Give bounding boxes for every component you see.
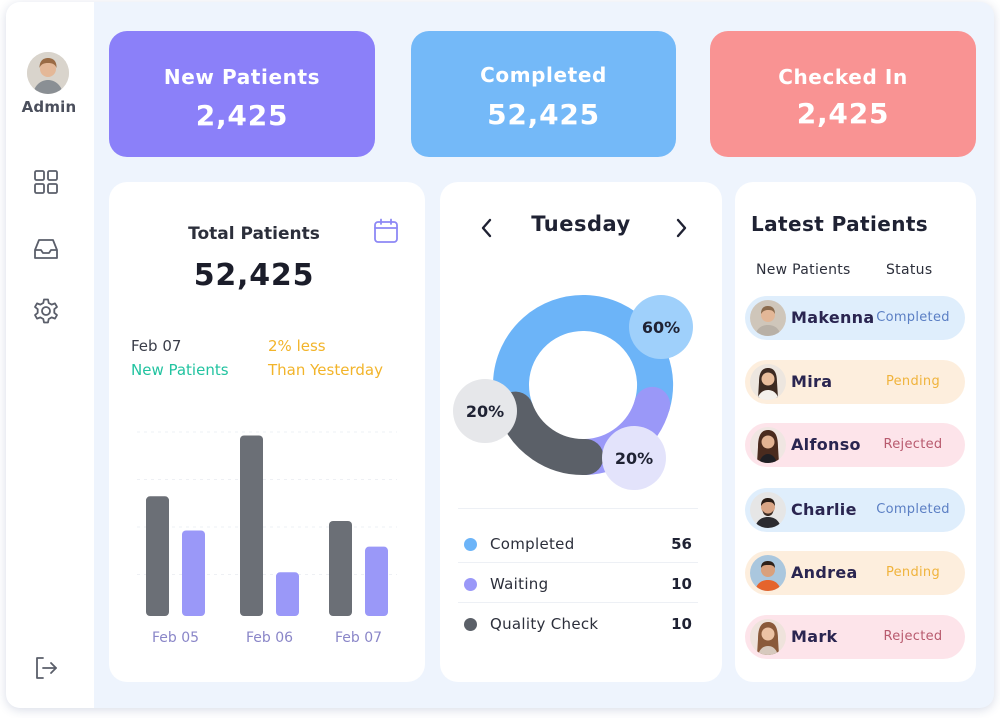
percent-label: 20% xyxy=(466,402,504,421)
settings-gear-icon[interactable] xyxy=(32,297,60,325)
divider xyxy=(458,602,698,603)
legend-label: Waiting xyxy=(490,575,549,593)
chevron-right-icon[interactable] xyxy=(670,216,692,240)
percent-label: 60% xyxy=(642,318,680,337)
stat-title: Checked In xyxy=(778,65,908,89)
patient-name: Alfonso xyxy=(791,435,861,454)
percent-label: 20% xyxy=(615,449,653,468)
sidebar: Admin xyxy=(6,2,94,708)
patient-row-makenna[interactable]: Makenna Completed xyxy=(745,296,965,340)
stat-title: Completed xyxy=(480,63,607,87)
stat-value: 2,425 xyxy=(195,99,289,132)
logout-icon[interactable] xyxy=(32,654,60,682)
stat-value: 52,425 xyxy=(487,98,600,131)
x-tick-label: Feb 06 xyxy=(246,630,293,646)
bar[interactable] xyxy=(276,572,299,616)
x-tick-label: Feb 07 xyxy=(335,630,382,646)
bar[interactable] xyxy=(182,530,205,617)
patient-row-mark[interactable]: Mark Rejected xyxy=(745,615,965,659)
patient-avatar xyxy=(750,619,786,655)
latest-patients-title: Latest Patients xyxy=(751,212,929,236)
patient-row-alfonso[interactable]: Alfonso Rejected xyxy=(745,423,965,467)
legend-dot xyxy=(464,618,477,631)
donut-segment[interactable] xyxy=(493,295,673,475)
legend-label: Completed xyxy=(490,535,575,553)
divider xyxy=(458,508,698,509)
admin-avatar[interactable] xyxy=(27,52,69,94)
legend-dot xyxy=(464,578,477,591)
donut-segment[interactable] xyxy=(493,295,673,475)
admin-label: Admin xyxy=(21,98,77,116)
status-donut-chart: 60% 20% 20% xyxy=(453,295,693,490)
daily-status-panel: Tuesday 60% 20% 20% Completed 56 Waiting 1… xyxy=(440,182,722,682)
legend-value: 10 xyxy=(671,575,692,593)
legend-value: 56 xyxy=(671,535,692,553)
patient-status: Completed xyxy=(876,310,950,325)
calendar-icon[interactable] xyxy=(372,217,400,245)
patient-avatar xyxy=(750,427,786,463)
summary-change: 2% less xyxy=(268,337,326,355)
patient-name: Mira xyxy=(791,372,833,391)
patient-name: Andrea xyxy=(791,563,858,582)
legend-completed: Completed 56 xyxy=(464,526,692,564)
patient-row-andrea[interactable]: Andrea Pending xyxy=(745,551,965,595)
latest-patients-panel: Latest Patients New Patients Status Make… xyxy=(735,182,976,682)
patient-avatar xyxy=(750,492,786,528)
chevron-left-icon[interactable] xyxy=(476,216,498,240)
bar[interactable] xyxy=(365,546,388,616)
legend-label: Quality Check xyxy=(490,615,599,633)
total-patients-value: 52,425 xyxy=(193,258,315,293)
column-header-patients: New Patients xyxy=(756,262,851,278)
patient-status: Pending xyxy=(885,374,941,389)
patient-status: Rejected xyxy=(883,437,943,452)
bar[interactable] xyxy=(146,496,169,616)
patient-name: Makenna xyxy=(791,308,875,327)
stat-title: New Patients xyxy=(163,65,321,89)
percent-bubble xyxy=(602,426,666,490)
percent-bubble xyxy=(629,295,693,359)
bar[interactable] xyxy=(240,435,263,617)
inbox-icon[interactable] xyxy=(32,235,60,263)
total-patients-title: Total Patients xyxy=(188,224,320,244)
day-title: Tuesday xyxy=(531,212,631,236)
total-patients-panel: Total Patients 52,425 Feb 07 New Patient… xyxy=(109,182,425,682)
stat-card-completed[interactable]: Completed 52,425 xyxy=(411,31,676,157)
summary-date: Feb 07 xyxy=(131,337,182,355)
legend-value: 10 xyxy=(671,615,692,633)
patient-status: Rejected xyxy=(883,629,943,644)
dashboard-window: Admin New Patient xyxy=(6,2,994,708)
legend-dot xyxy=(464,538,477,551)
patient-name: Charlie xyxy=(791,500,857,519)
patient-row-charlie[interactable]: Charlie Completed xyxy=(745,488,965,532)
legend-quality-check: Quality Check 10 xyxy=(464,606,692,644)
stat-card-new-patients[interactable]: New Patients 2,425 xyxy=(109,31,375,157)
patient-status: Pending xyxy=(885,565,941,580)
legend-waiting: Waiting 10 xyxy=(464,566,692,604)
patient-row-mira[interactable]: Mira Pending xyxy=(745,360,965,404)
percent-bubble xyxy=(453,379,517,443)
dashboard-grid-icon[interactable] xyxy=(32,168,60,196)
stat-value: 2,425 xyxy=(796,97,890,130)
patient-name: Mark xyxy=(791,627,838,646)
summary-new-patients-label: New Patients xyxy=(131,361,229,379)
patient-avatar xyxy=(750,364,786,400)
bar[interactable] xyxy=(329,521,352,616)
patient-avatar xyxy=(750,300,786,336)
patients-bar-chart: Feb 05 Feb 06 Feb 07 xyxy=(137,431,397,646)
stat-card-checked-in[interactable]: Checked In 2,425 xyxy=(710,31,976,157)
patient-status: Completed xyxy=(876,502,950,517)
column-header-status: Status xyxy=(886,262,933,278)
divider xyxy=(458,562,698,563)
summary-change-note: Than Yesterday xyxy=(268,361,383,379)
patient-avatar xyxy=(750,555,786,591)
x-tick-label: Feb 05 xyxy=(152,630,199,646)
